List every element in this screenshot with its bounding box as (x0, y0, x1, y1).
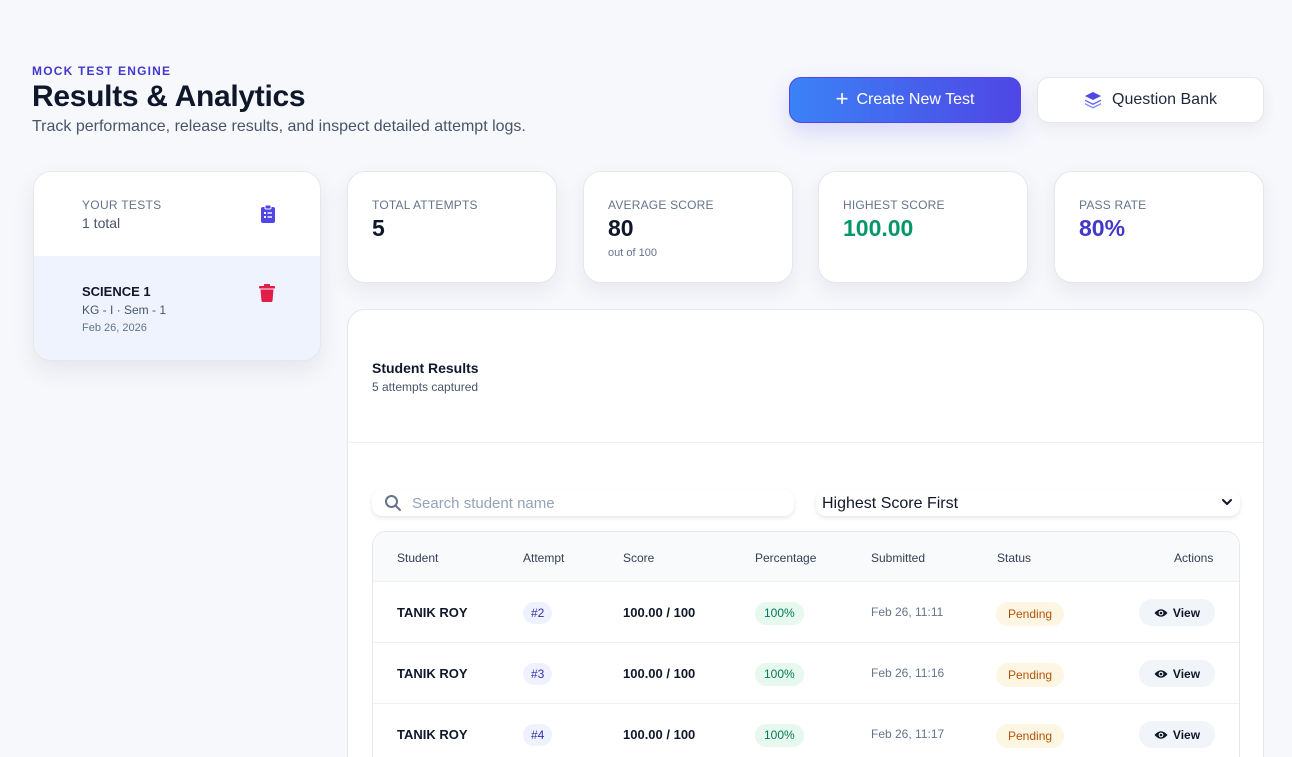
create-new-test-label: Create New Test (856, 91, 975, 108)
stat-label: AVERAGE SCORE (608, 198, 714, 212)
stat-label: HIGHEST SCORE (843, 198, 945, 212)
column-header-score: Score (623, 551, 655, 565)
table-row: TANIK ROY #4 100.00 / 100 100% Feb 26, 1… (373, 704, 1239, 757)
stat-value: 100.00 (843, 215, 914, 241)
view-button[interactable]: View (1139, 660, 1215, 687)
eye-icon (1154, 608, 1168, 617)
percentage-badge: 100% (755, 663, 804, 686)
chevron-down-icon (1222, 499, 1232, 505)
stat-total-attempts: TOTAL ATTEMPTS 5 (347, 171, 557, 283)
submitted-time: Feb 26, 11:16 (871, 666, 945, 680)
stat-sub: out of 100 (608, 247, 657, 259)
score-value: 100.00 / 100 (623, 666, 696, 681)
column-header-attempt: Attempt (523, 551, 565, 565)
attempt-badge: #2 (523, 602, 553, 624)
layers-icon (1085, 92, 1102, 109)
stat-label: PASS RATE (1079, 198, 1147, 212)
score-value: 100.00 / 100 (623, 727, 696, 742)
submitted-time: Feb 26, 11:17 (871, 727, 945, 741)
test-item[interactable]: SCIENCE 1 KG - I · Sem - 1 Feb 26, 2026 (34, 256, 320, 360)
trash-icon[interactable] (259, 284, 275, 302)
view-button[interactable]: View (1139, 599, 1215, 626)
table-row: TANIK ROY #2 100.00 / 100 100% Feb 26, 1… (373, 582, 1239, 643)
view-label: View (1172, 727, 1201, 742)
column-header-actions: Actions (1174, 551, 1214, 565)
test-date: Feb 26, 2026 (82, 322, 147, 334)
search-input[interactable] (412, 492, 782, 514)
your-tests-header: YOUR TESTS 1 total (34, 172, 320, 256)
percentage-badge: 100% (755, 602, 804, 625)
attempt-badge: #3 (523, 663, 553, 685)
your-tests-label: YOUR TESTS (82, 198, 162, 212)
your-tests-count: 1 total (82, 215, 121, 231)
column-header-student: Student (397, 551, 439, 565)
percentage-badge: 100% (755, 724, 804, 747)
status-badge: Pending (996, 663, 1065, 687)
sort-select[interactable]: Highest Score First (816, 490, 1240, 516)
stat-value: 80 (608, 215, 634, 241)
student-results-panel: Student Results 5 attempts captured High… (347, 309, 1264, 757)
score-value: 100.00 / 100 (623, 605, 696, 620)
stat-value: 5 (372, 215, 385, 241)
view-label: View (1172, 605, 1201, 620)
eye-icon (1154, 669, 1168, 678)
search-icon (385, 495, 401, 511)
page-subtitle: Track performance, release results, and … (32, 118, 526, 135)
submitted-time: Feb 26, 11:11 (871, 605, 944, 619)
student-name: TANIK ROY (397, 605, 468, 620)
eye-icon (1154, 730, 1168, 739)
stat-pass-rate: PASS RATE 80% (1054, 171, 1264, 283)
status-badge: Pending (996, 724, 1065, 748)
clipboard-list-icon (261, 205, 275, 223)
stat-label: TOTAL ATTEMPTS (372, 198, 478, 212)
results-subtitle: 5 attempts captured (372, 380, 479, 394)
question-bank-button[interactable]: Question Bank (1037, 77, 1264, 123)
stat-average-score: AVERAGE SCORE 80 out of 100 (583, 171, 793, 283)
student-name: TANIK ROY (397, 666, 468, 681)
column-header-percentage: Percentage (755, 551, 817, 565)
plus-icon: + (835, 86, 849, 111)
status-badge: Pending (996, 602, 1065, 626)
your-tests-panel: YOUR TESTS 1 total SCIENCE 1 KG - I · Se… (33, 171, 321, 361)
results-title: Student Results (372, 360, 479, 376)
page-title: Results & Analytics (32, 80, 306, 113)
stat-highest-score: HIGHEST SCORE 100.00 (818, 171, 1028, 283)
question-bank-label: Question Bank (1112, 91, 1217, 108)
test-meta: KG - I · Sem - 1 (82, 303, 167, 317)
stat-value: 80% (1079, 215, 1126, 241)
create-new-test-button[interactable]: + Create New Test (789, 77, 1021, 123)
page-eyebrow: MOCK TEST ENGINE (32, 64, 172, 78)
search-box[interactable] (372, 490, 794, 516)
table-row: TANIK ROY #3 100.00 / 100 100% Feb 26, 1… (373, 643, 1239, 704)
attempt-badge: #4 (523, 724, 553, 746)
student-name: TANIK ROY (397, 727, 468, 742)
test-name: SCIENCE 1 (82, 284, 151, 299)
results-header: Student Results 5 attempts captured (348, 310, 1263, 443)
view-button[interactable]: View (1139, 721, 1215, 748)
sort-value: Highest Score First (822, 495, 959, 512)
table-header: Student Attempt Score Percentage Submitt… (373, 532, 1239, 582)
view-label: View (1172, 666, 1201, 681)
column-header-status: Status (997, 551, 1032, 565)
column-header-submitted: Submitted (871, 551, 926, 565)
results-table: Student Attempt Score Percentage Submitt… (372, 531, 1240, 757)
